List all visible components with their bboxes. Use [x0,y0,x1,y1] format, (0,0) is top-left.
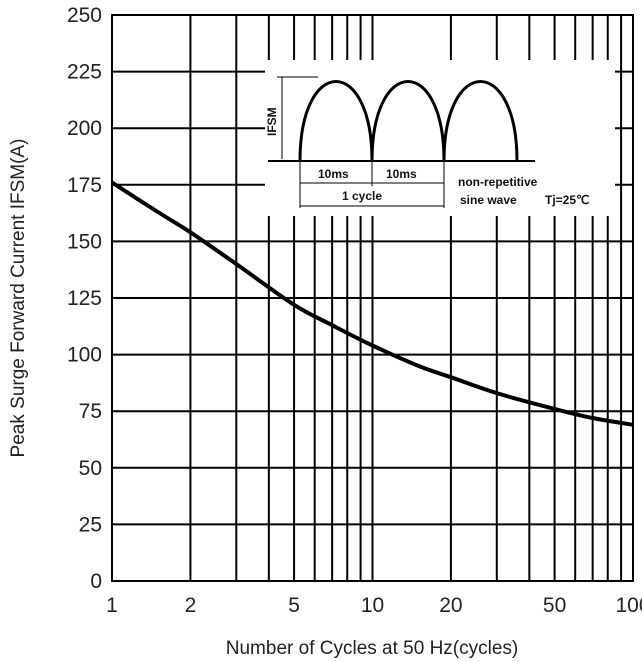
inset-ifsm-label: IFSM [265,107,279,136]
y-tick-label: 100 [67,344,102,367]
x-tick-label: 1 [106,594,118,617]
inset-condition: Tj=25℃ [545,193,590,207]
y-axis-label: Peak Surge Forward Current IFSM(A) [8,139,29,458]
data-series-line [110,180,634,427]
y-tick-label: 0 [90,570,102,593]
y-tick-label: 225 [67,61,102,84]
x-tick-labels: 1 2 5 10 20 50 100 [106,594,642,617]
inset-half-wave-1 [298,80,374,162]
x-tick-label: 2 [185,594,197,617]
inset-half-wave-2 [370,80,446,162]
y-tick-labels: 0 25 50 75 100 125 150 175 200 225 250 [67,4,102,593]
y-tick-label: 175 [67,174,102,197]
inset-half-period-1: 10ms [318,167,349,181]
inset-note-line1: non-repetitive [458,175,538,189]
y-tick-label: 200 [67,117,102,140]
inset-half-period-2: 10ms [386,167,417,181]
x-tick-label: 10 [361,594,384,617]
inset-cycle-label: 1 cycle [342,189,382,203]
y-tick-label: 250 [67,4,102,27]
x-tick-label: 5 [288,594,300,617]
plot-frame [111,14,634,582]
inset-half-wave-3 [442,80,519,162]
y-tick-label: 125 [67,287,102,310]
y-tick-label: 25 [79,513,102,536]
y-tick-label: 50 [79,457,102,480]
y-tick-label: 150 [67,230,102,253]
x-axis-label: Number of Cycles at 50 Hz(cycles) [226,638,518,659]
x-tick-label: 100 [615,594,642,617]
y-tick-label: 75 [79,400,102,423]
x-tick-label: 50 [543,594,566,617]
x-tick-label: 20 [439,594,462,617]
inset-waveform: IFSM 10ms 10ms 1 cycle non-repetitive si… [265,60,615,216]
inset-note-line2: sine wave [460,193,517,207]
